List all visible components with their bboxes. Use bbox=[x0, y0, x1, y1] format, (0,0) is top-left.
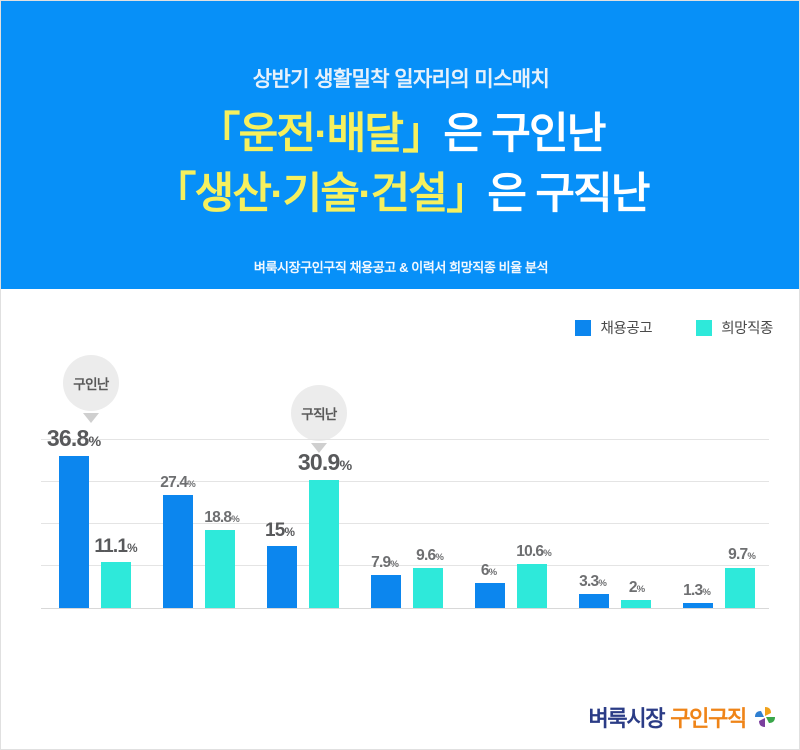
brand-logo: 벼룩시장 구인구직 bbox=[588, 701, 777, 733]
bar-announce[interactable] bbox=[579, 594, 609, 608]
bar-desired[interactable] bbox=[101, 562, 131, 608]
headline-line-1: 「운전·배달」은 구인난 bbox=[1, 110, 799, 158]
bar-group: 15% 30.9% bbox=[249, 438, 353, 608]
bar-desired[interactable] bbox=[517, 564, 547, 608]
bar-announce[interactable] bbox=[475, 583, 505, 608]
callout-bubble-gujinnan: 구인난 bbox=[63, 355, 119, 411]
bar-group: 6% 10.6% bbox=[457, 438, 561, 608]
headline-bracket-open-1: 「 bbox=[197, 110, 240, 158]
value-label-announce: 27.4% bbox=[160, 473, 196, 491]
square-swatch-icon bbox=[575, 319, 592, 336]
legend-label-desired: 희망직종 bbox=[721, 321, 773, 337]
bar-desired[interactable] bbox=[725, 568, 755, 608]
eyebrow-text: 상반기 생활밀착 일자리의 미스매치 bbox=[252, 68, 550, 91]
headline-accent-1: 운전·배달 bbox=[238, 110, 404, 158]
header-subnote: 벼룩시장구인구직 채용공고 & 이력서 희망직종 비율 분석 bbox=[253, 260, 549, 275]
callout-label-2: 구직난 bbox=[301, 407, 337, 422]
square-swatch-icon bbox=[696, 319, 713, 336]
value-label-desired: 11.1% bbox=[94, 536, 138, 557]
headline-bracket-close-2: 」 bbox=[446, 170, 489, 218]
headline-accent-2: 생산·기술·건설 bbox=[194, 170, 448, 218]
value-label-announce: 6% bbox=[480, 561, 498, 579]
headline-bracket-open-2: 「 bbox=[153, 170, 196, 218]
value-label-announce: 1.3% bbox=[683, 581, 711, 599]
pinwheel-icon bbox=[755, 707, 775, 727]
value-label-announce: 15% bbox=[264, 520, 296, 541]
value-label-desired: 9.7% bbox=[728, 545, 756, 563]
axis-baseline bbox=[41, 608, 769, 609]
value-label-announce: 36.8% bbox=[46, 425, 102, 451]
bar-group: 36.8% 11.1% bbox=[41, 427, 145, 608]
chart-legend: 채용공고 희망직종 bbox=[575, 317, 773, 338]
gridline bbox=[41, 439, 769, 440]
value-label-desired: 2% bbox=[628, 578, 646, 596]
headline-rest-2: 은 구직난 bbox=[487, 170, 650, 218]
bar-announce[interactable] bbox=[371, 575, 401, 608]
value-label-desired: 18.8% bbox=[204, 508, 240, 526]
headline-line-2: 「생산·기술·건설」은 구직난 bbox=[1, 170, 799, 218]
gridline bbox=[41, 523, 769, 524]
bar-desired[interactable] bbox=[309, 480, 339, 608]
bar-group: 7.9% 9.6% bbox=[353, 438, 457, 608]
value-label-announce: 7.9% bbox=[371, 553, 399, 571]
bar-group: 27.4% 18.8% bbox=[145, 438, 249, 608]
bar-announce[interactable] bbox=[163, 495, 193, 608]
callout-bubble-gujiknan: 구직난 bbox=[291, 385, 347, 441]
value-label-desired: 10.6% bbox=[516, 542, 552, 560]
bar-desired[interactable] bbox=[205, 530, 235, 608]
header-banner: 상반기 생활밀착 일자리의 미스매치 「운전·배달」은 구인난 「생산·기술·건… bbox=[1, 1, 799, 289]
plot-area: 36.8% 11.1% 27.4% 18.8% 15% 30.9% bbox=[41, 427, 769, 609]
legend-item-announce: 채용공고 bbox=[575, 317, 653, 338]
gridline bbox=[41, 565, 769, 566]
bar-announce[interactable] bbox=[59, 456, 89, 608]
bar-group: 1.3% 9.7% bbox=[665, 438, 769, 608]
chart-panel: 채용공고 희망직종 구인난 구직난 bbox=[1, 289, 799, 749]
bar-announce[interactable] bbox=[267, 546, 297, 608]
legend-label-announce: 채용공고 bbox=[600, 321, 653, 337]
logo-word-secondary: 구인구직 bbox=[670, 706, 747, 731]
value-label-announce: 3.3% bbox=[579, 572, 607, 590]
headline-bracket-close-1: 」 bbox=[402, 110, 445, 158]
bar-announce[interactable] bbox=[683, 603, 713, 608]
headline-rest-1: 은 구인난 bbox=[443, 110, 606, 158]
triangle-down-icon bbox=[311, 443, 327, 453]
bar-desired[interactable] bbox=[621, 600, 651, 608]
gridline bbox=[41, 481, 769, 482]
legend-item-desired: 희망직종 bbox=[696, 317, 773, 338]
value-label-desired: 9.6% bbox=[416, 546, 444, 564]
callout-label-1: 구인난 bbox=[73, 377, 109, 392]
bar-desired[interactable] bbox=[413, 568, 443, 608]
bar-group: 3.3% 2% bbox=[561, 438, 665, 608]
logo-word-primary: 벼룩시장 bbox=[588, 706, 665, 731]
value-label-desired: 30.9% bbox=[297, 449, 353, 475]
triangle-down-icon bbox=[83, 413, 99, 423]
